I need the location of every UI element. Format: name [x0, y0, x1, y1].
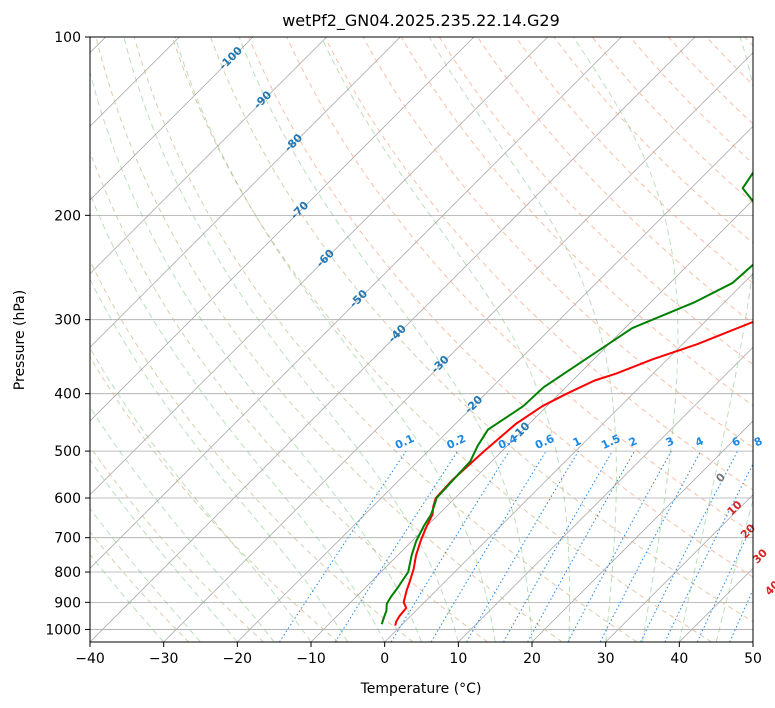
moist-adiabat	[428, 37, 617, 642]
isotherm-line	[237, 125, 753, 642]
x-tick-label: 50	[744, 651, 762, 667]
isotherm-line	[458, 346, 753, 642]
y-tick-label: 600	[54, 491, 81, 507]
isotherm-line	[90, 37, 696, 642]
moist-adiabat	[123, 37, 459, 642]
y-tick-label: 800	[54, 565, 81, 581]
x-tick-label: 20	[523, 651, 541, 667]
x-tick-label: 40	[670, 651, 688, 667]
dry-adiabat	[324, 37, 753, 491]
temperature-profile	[394, 320, 753, 626]
plot-frame	[89, 36, 754, 643]
mixing-ratio-line	[664, 463, 753, 642]
plot-background	[90, 37, 753, 642]
isotherm-line	[90, 37, 475, 422]
mixing-ratio-line	[334, 450, 459, 642]
isotherm-line	[531, 420, 753, 642]
x-tick-label: −30	[149, 651, 179, 667]
dry-adiabat	[90, 531, 190, 642]
y-tick-label: 1000	[45, 622, 81, 638]
isotherm-line	[90, 37, 622, 569]
mixing-ratio-line	[567, 450, 672, 642]
dry-adiabat	[400, 37, 753, 407]
dry-adiabat	[133, 37, 638, 642]
moist-adiabat	[678, 37, 753, 642]
dry-adiabat	[210, 37, 753, 623]
y-tick-label: 100	[54, 30, 81, 46]
x-axis-label: Temperature (°C)	[360, 681, 482, 697]
isotherm-line	[90, 37, 401, 348]
moist-adiabat	[90, 406, 275, 642]
mixing-ratio-label: 8	[752, 434, 764, 449]
mixing-ratio-line	[278, 450, 407, 642]
x-tick-label: 0	[380, 651, 389, 667]
x-tick-label: −40	[75, 651, 105, 667]
moist-adiabat	[90, 459, 238, 642]
y-tick-label: 300	[54, 313, 81, 329]
moist-adiabat-label: 40	[762, 578, 775, 598]
isotherm-line	[163, 52, 753, 642]
moist-adiabat	[238, 37, 533, 642]
dry-adiabat	[438, 37, 753, 365]
x-tick-label: −10	[296, 651, 326, 667]
y-tick-label: 400	[54, 387, 81, 403]
y-tick-label: 700	[54, 531, 81, 547]
isotherm-line	[605, 494, 753, 642]
dewpoint-profile	[380, 171, 753, 625]
moist-adiabat	[90, 192, 386, 642]
chart-title: wetPf2_GN04.2025.235.22.14.G29	[282, 11, 560, 31]
y-tick-label: 500	[54, 444, 81, 460]
y-axis-label: Pressure (hPa)	[12, 290, 28, 390]
x-tick-label: 10	[449, 651, 467, 667]
dry-adiabat	[95, 37, 563, 642]
y-tick-label: 200	[54, 208, 81, 224]
moist-adiabat	[572, 37, 679, 642]
moist-adiabat	[90, 507, 201, 642]
isotherm-line	[90, 37, 548, 496]
x-tick-label: −20	[223, 651, 253, 667]
x-tick-label: 30	[597, 651, 615, 667]
mixing-ratio-line	[640, 450, 739, 642]
mixing-ratio-line	[527, 450, 635, 642]
isotherm-line	[90, 37, 327, 275]
moist-adiabat	[320, 37, 571, 642]
isotherm-line	[90, 37, 254, 201]
dry-adiabat	[90, 259, 414, 642]
moist-adiabat	[90, 347, 312, 642]
moist-adiabat	[715, 497, 753, 642]
y-tick-label: 900	[54, 595, 81, 611]
dry-adiabat	[286, 37, 753, 534]
dry-adiabat	[90, 356, 339, 642]
moist-adiabat	[90, 278, 349, 642]
moist-adiabat	[90, 70, 422, 642]
isotherm-line	[384, 273, 753, 642]
dry-adiabat	[248, 37, 753, 578]
mixing-ratio-line	[390, 450, 510, 642]
